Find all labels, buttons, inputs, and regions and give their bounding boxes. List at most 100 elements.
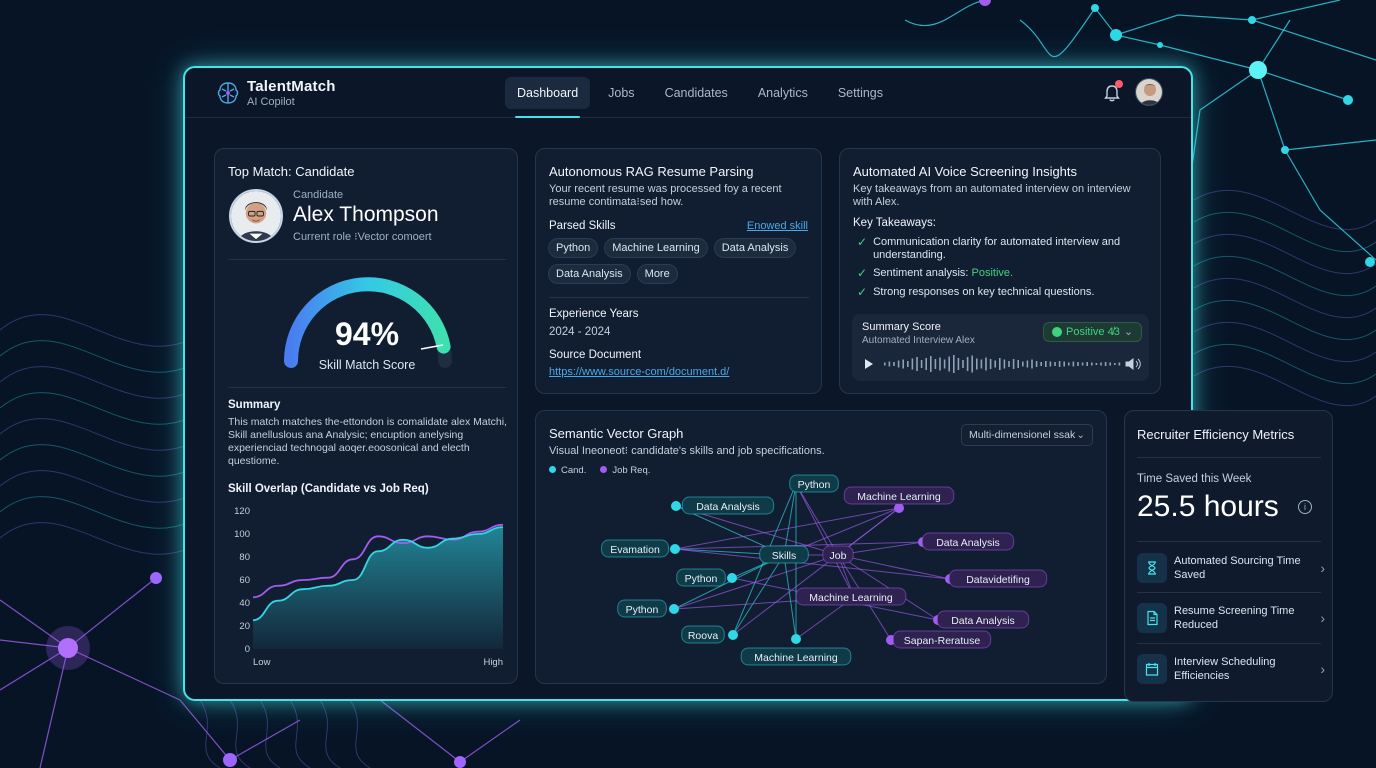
graph-node-label: Data Analysis: [936, 537, 1000, 549]
graph-node: [728, 630, 738, 640]
user-avatar[interactable]: [1135, 78, 1163, 106]
graph-node: [671, 501, 681, 511]
time-saved-value: 25.5 hours: [1137, 490, 1279, 523]
enowed-skill-link[interactable]: Enowed skill: [746, 220, 808, 232]
info-icon[interactable]: i: [1298, 500, 1312, 514]
brain-logo-icon: [217, 82, 239, 104]
top-bar: TalentMatch AI Copilot Dashboard Jobs Ca…: [185, 68, 1191, 118]
main-nav: Dashboard Jobs Candidates Analytics Sett…: [505, 77, 895, 118]
voice-title: Automated AI Voice Screening Insights: [853, 164, 1078, 179]
y-tick-label: 0: [245, 644, 250, 655]
nav-jobs[interactable]: Jobs: [608, 86, 635, 100]
more-skills-chip[interactable]: More: [636, 264, 678, 284]
dimension-dropdown[interactable]: Multi-dimensionel ssak ⌄: [961, 424, 1093, 446]
skill-match-gauge: [284, 277, 452, 368]
skill-chip[interactable]: Machine Learning: [604, 238, 708, 258]
metric-row-screening[interactable]: Resume Screening Time Reduced ›: [1137, 600, 1325, 636]
sentiment-badge[interactable]: Positive 4̸3 ⌄: [1043, 322, 1143, 342]
experience-value: 2024 - 2024: [549, 326, 611, 338]
nav-dashboard[interactable]: Dashboard: [505, 77, 591, 118]
waveform-bar: [925, 358, 927, 370]
source-document-label: Source Document: [549, 349, 642, 361]
graph-node-label: Machine Learning: [754, 652, 838, 664]
play-icon: [865, 359, 873, 369]
waveform-bar: [1109, 362, 1111, 366]
metric-row-scheduling[interactable]: Interview Scheduling Efficiencies ›: [1137, 651, 1325, 687]
nav-analytics[interactable]: Analytics: [757, 86, 808, 100]
skill-overlap-chart: 0 20 40 60 80 100 120 Low High: [234, 506, 504, 668]
waveform-bar: [1012, 359, 1015, 369]
waveform-bar: [1063, 361, 1065, 367]
graph-description: Visual Ineoneot⁝ candidate's skills and …: [549, 445, 825, 457]
graph-node: [894, 503, 904, 513]
waveform-bar: [1118, 362, 1121, 366]
candidate-avatar: [229, 189, 283, 243]
summary-score-box: Summary Score Automated Interview Alex P…: [852, 314, 1149, 381]
graph-edge: [783, 554, 797, 640]
waveform-bar: [888, 361, 891, 367]
metric-row-sourcing[interactable]: Automated Sourcing Time Saved ›: [1137, 550, 1325, 586]
y-tick-label: 100: [234, 529, 250, 540]
rag-description: Your recent resume was processed foy a r…: [549, 183, 782, 208]
series-2-area: [253, 527, 503, 649]
brand-subtitle: AI Copilot: [247, 96, 295, 108]
graph-node-label-bg: [681, 625, 725, 644]
divider: [1137, 457, 1321, 458]
notification-badge: [1115, 80, 1123, 88]
positive-icon: [1052, 327, 1062, 337]
graph-node-label: Job: [830, 550, 847, 562]
waveform-bar: [897, 360, 900, 368]
waveform-bar: [1040, 362, 1042, 366]
graph-edge: [674, 507, 900, 550]
waveform-bar: [907, 361, 909, 367]
waveform-bar: [976, 358, 978, 370]
nav-candidates[interactable]: Candidates: [664, 86, 728, 100]
waveform-bar: [1095, 363, 1098, 365]
skill-chip[interactable]: Data Analysis: [548, 264, 631, 284]
hourglass-icon: [1137, 553, 1167, 583]
waveform-bar: [994, 360, 996, 368]
summary-score-label: Summary Score: [862, 321, 941, 333]
graph-node-label: Data Analysis: [951, 615, 1015, 627]
graph-node-label-bg: [948, 569, 1048, 588]
check-icon: ✓: [857, 235, 868, 249]
waveform-bar: [920, 360, 923, 368]
waveform-bar: [1068, 362, 1070, 366]
graph-node: [791, 634, 801, 644]
graph-node-label-bg: [681, 496, 775, 515]
skill-chip[interactable]: Python: [548, 238, 599, 258]
divider: [228, 259, 506, 260]
graph-node-label-bg: [759, 545, 809, 564]
sentiment-value: Positive.: [971, 267, 1014, 279]
nav-settings[interactable]: Settings: [837, 86, 884, 100]
semantic-vector-graph[interactable]: Python Data Analysis Evamation Python Python…: [536, 411, 1108, 685]
waveform-bar: [957, 358, 960, 370]
source-document-link[interactable]: https://www.source-com/document.d/: [549, 366, 730, 378]
graph-node: [669, 604, 679, 614]
waveform-bar: [1008, 361, 1010, 367]
waveform-bar: [911, 358, 914, 370]
audio-waveform[interactable]: [862, 354, 1142, 374]
takeaways-label: Key Takeaways:: [853, 217, 936, 229]
voice-description: Key takeaways from an automated intervie…: [853, 183, 1131, 208]
waveform-bar: [1086, 362, 1088, 366]
top-match-title: Top Match: Candidate: [228, 164, 355, 179]
graph-node-label-bg: [843, 486, 955, 505]
chevron-down-icon: ⌄: [1123, 326, 1134, 338]
graph-node-label: Sapan-Reratuse: [904, 635, 981, 647]
graph-node: [670, 544, 680, 554]
skill-overlap-title: Skill Overlap (Candidate vs Job Req): [228, 483, 429, 495]
candidate-role: Current role ⁝Vector comoert: [293, 231, 432, 243]
skill-chip[interactable]: Data Analysis: [713, 238, 797, 258]
takeaway-item: ✓ Strong responses on key technical ques…: [857, 285, 1095, 299]
graph-legend: Cand. Job Req.: [549, 465, 650, 476]
waveform-bar: [902, 359, 904, 369]
graph-node-label: Skills: [772, 550, 797, 562]
bell-icon[interactable]: [1102, 83, 1122, 103]
chevron-right-icon: ›: [1320, 661, 1325, 677]
waveform-bar: [989, 359, 992, 369]
skill-match-label: Skill Match Score: [318, 358, 416, 372]
divider: [1137, 643, 1321, 644]
waveform-bar: [1058, 361, 1061, 367]
